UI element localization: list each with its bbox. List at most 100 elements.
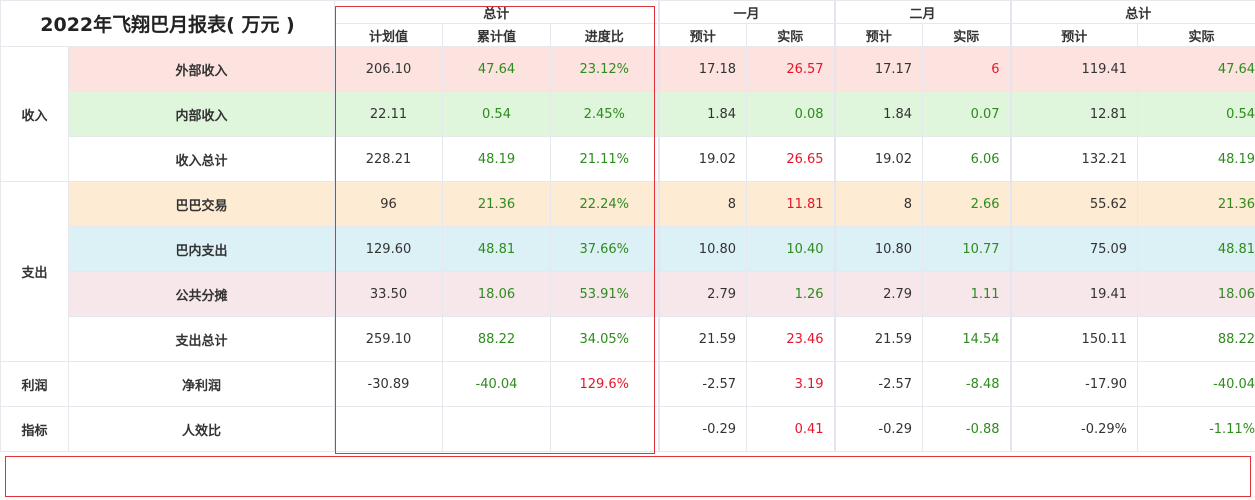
plan-cell	[334, 406, 444, 452]
table-row: 公共分摊 33.50 18.06 53.91% 2.79 1.26 2.79 1…	[1, 271, 1255, 317]
jan-forecast-cell: 17.18	[657, 46, 748, 92]
header-january: 一月	[657, 0, 836, 24]
row-label: 外部收入	[67, 46, 336, 92]
row-label: 人效比	[67, 406, 336, 452]
plan-cell: 129.60	[334, 226, 444, 272]
feb-actual-cell: -0.88	[922, 406, 1012, 452]
cumulative-cell: 48.81	[442, 226, 552, 272]
total-actual-cell: -40.04	[1137, 361, 1255, 407]
jan-forecast-cell: 21.59	[657, 316, 748, 362]
total-forecast-cell: 119.41	[1009, 46, 1139, 92]
total-actual-cell: 0.54	[1137, 91, 1255, 137]
header-total-forecast: 预计	[1009, 23, 1139, 47]
feb-forecast-cell: 2.79	[833, 271, 924, 317]
jan-actual-cell: 0.41	[746, 406, 836, 452]
table-row: 利润 净利润 -30.89 -40.04 129.6% -2.57 3.19 -…	[0, 361, 1255, 407]
header-cumulative: 累计值	[442, 23, 552, 47]
jan-actual-cell: 11.81	[746, 181, 836, 227]
cumulative-cell: 18.06	[442, 271, 552, 317]
jan-actual-cell: 26.65	[746, 136, 836, 182]
total-actual-cell: 88.22	[1137, 316, 1255, 362]
report-table: 2022年飞翔巴月报表( 万元 ) 总计 一月 二月 总计 计划值 累计值 进度…	[0, 0, 1255, 452]
jan-actual-cell: 26.57	[746, 46, 836, 92]
row-label: 收入总计	[67, 136, 336, 182]
plan-cell: 206.10	[334, 46, 444, 92]
jan-forecast-cell: -2.57	[657, 361, 748, 407]
highlight-box-indicator	[5, 456, 1251, 497]
plan-cell: 259.10	[334, 316, 444, 362]
jan-actual-cell: 1.26	[746, 271, 836, 317]
jan-actual-cell: 3.19	[746, 361, 836, 407]
table-row: 内部收入 22.11 0.54 2.45% 1.84 0.08 1.84 0.0…	[1, 91, 1255, 137]
header-feb-actual: 实际	[922, 23, 1012, 47]
progress-cell: 37.66%	[550, 226, 660, 272]
feb-actual-cell: 10.77	[922, 226, 1012, 272]
header-feb-forecast: 预计	[833, 23, 924, 47]
feb-actual-cell: 0.07	[922, 91, 1012, 137]
feb-forecast-cell: 1.84	[833, 91, 924, 137]
plan-cell: 33.50	[334, 271, 444, 317]
header-jan-forecast: 预计	[657, 23, 748, 47]
total-forecast-cell: 75.09	[1009, 226, 1139, 272]
cumulative-cell: 47.64	[442, 46, 552, 92]
header-total-left: 总计	[334, 0, 660, 24]
progress-cell: 23.12%	[550, 46, 660, 92]
total-forecast-cell: -0.29%	[1009, 406, 1139, 452]
jan-forecast-cell: 10.80	[657, 226, 748, 272]
group-income: 收入	[0, 46, 69, 182]
group-profit: 利润	[0, 361, 69, 407]
table-row: 巴内支出 129.60 48.81 37.66% 10.80 10.40 10.…	[1, 226, 1255, 272]
header-jan-actual: 实际	[746, 23, 836, 47]
jan-actual-cell: 23.46	[746, 316, 836, 362]
feb-actual-cell: 2.66	[922, 181, 1012, 227]
progress-cell: 34.05%	[550, 316, 660, 362]
jan-forecast-cell: -0.29	[657, 406, 748, 452]
table-row: 指标 人效比 -0.29 0.41 -0.29 -0.88 -0.29% -1.…	[0, 406, 1255, 452]
feb-forecast-cell: 10.80	[833, 226, 924, 272]
total-actual-cell: -1.11%	[1137, 406, 1255, 452]
plan-cell: 228.21	[334, 136, 444, 182]
jan-forecast-cell: 2.79	[657, 271, 748, 317]
feb-forecast-cell: 19.02	[833, 136, 924, 182]
total-actual-cell: 47.64	[1137, 46, 1255, 92]
report-title: 2022年飞翔巴月报表( 万元 )	[0, 0, 336, 47]
total-forecast-cell: 55.62	[1009, 181, 1139, 227]
header-total-actual: 实际	[1137, 23, 1255, 47]
jan-forecast-cell: 8	[657, 181, 748, 227]
progress-cell: 2.45%	[550, 91, 660, 137]
cumulative-cell: 0.54	[442, 91, 552, 137]
progress-cell	[550, 406, 660, 452]
progress-cell: 53.91%	[550, 271, 660, 317]
cumulative-cell: 48.19	[442, 136, 552, 182]
feb-actual-cell: -8.48	[922, 361, 1012, 407]
table-row: 收入 外部收入 206.10 47.64 23.12% 17.18 26.57 …	[0, 46, 1255, 182]
row-label: 巴内支出	[67, 226, 336, 272]
feb-actual-cell: 14.54	[922, 316, 1012, 362]
feb-forecast-cell: 8	[833, 181, 924, 227]
total-forecast-cell: 150.11	[1009, 316, 1139, 362]
row-label: 支出总计	[67, 316, 336, 362]
feb-forecast-cell: -0.29	[833, 406, 924, 452]
cumulative-cell: 88.22	[442, 316, 552, 362]
feb-forecast-cell: 21.59	[833, 316, 924, 362]
plan-cell: -30.89	[334, 361, 444, 407]
header-total-right: 总计	[1009, 0, 1255, 24]
group-expense: 支出	[0, 181, 69, 362]
feb-forecast-cell: 17.17	[833, 46, 924, 92]
feb-actual-cell: 1.11	[922, 271, 1012, 317]
feb-actual-cell: 6	[922, 46, 1012, 92]
total-forecast-cell: 132.21	[1009, 136, 1139, 182]
total-actual-cell: 48.81	[1137, 226, 1255, 272]
total-forecast-cell: -17.90	[1009, 361, 1139, 407]
header-progress: 进度比	[550, 23, 660, 47]
feb-actual-cell: 6.06	[922, 136, 1012, 182]
row-label: 净利润	[67, 361, 336, 407]
table-row: 收入总计 228.21 48.19 21.11% 19.02 26.65 19.…	[1, 136, 1255, 182]
total-actual-cell: 18.06	[1137, 271, 1255, 317]
cumulative-cell: -40.04	[442, 361, 552, 407]
group-indicator: 指标	[0, 406, 69, 452]
total-forecast-cell: 19.41	[1009, 271, 1139, 317]
table-row: 支出 巴巴交易 96 21.36 22.24% 8 11.81 8 2.66 5…	[0, 181, 1255, 362]
progress-cell: 22.24%	[550, 181, 660, 227]
